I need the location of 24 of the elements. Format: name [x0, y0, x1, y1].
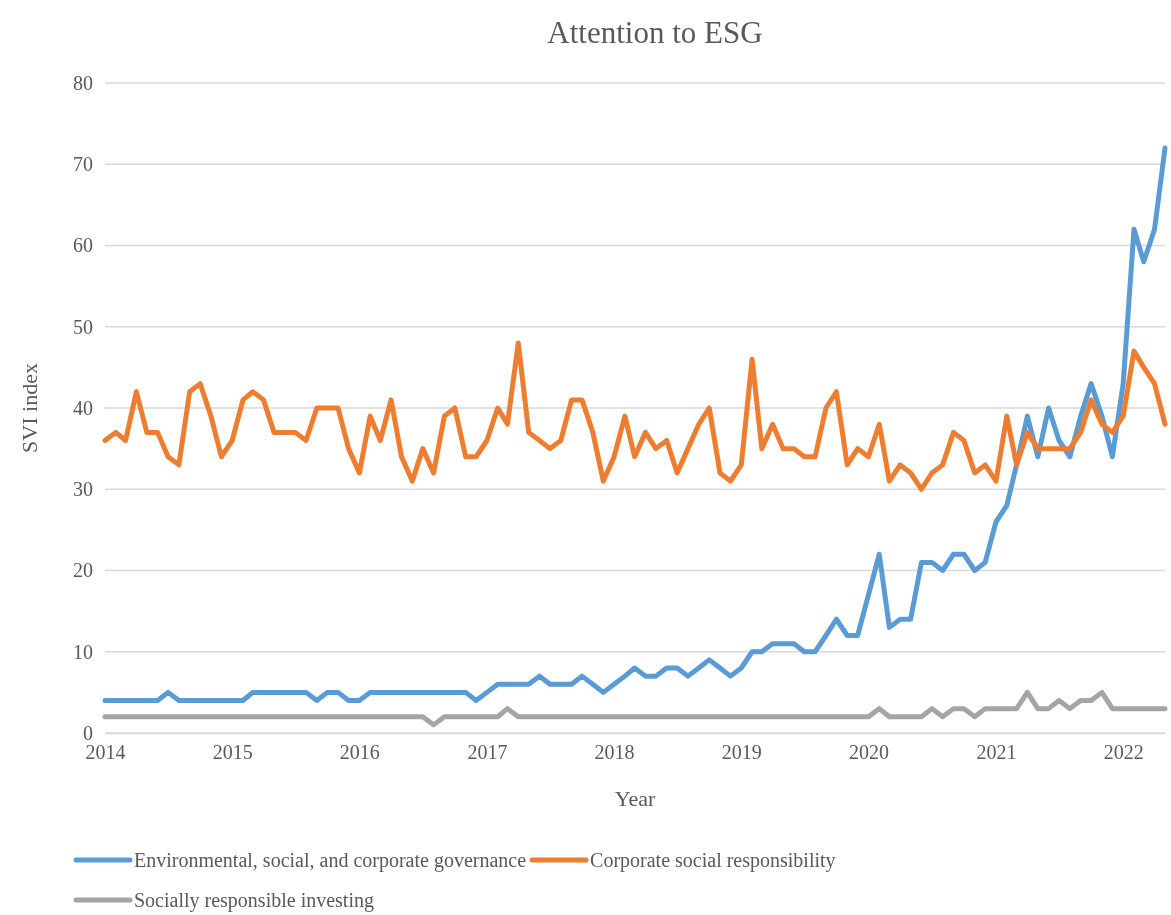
x-tick-label: 2021 [976, 741, 1017, 764]
legend-label: Socially responsible investing [134, 889, 374, 912]
y-tick-label: 20 [73, 559, 93, 582]
y-axis-title: SVI index [17, 363, 42, 453]
x-tick-label: 2022 [1103, 741, 1144, 764]
x-tick-label: 2019 [721, 741, 762, 764]
y-tick-label: 30 [73, 478, 93, 501]
x-axis-title: Year [614, 786, 656, 811]
y-tick-label: 40 [73, 396, 93, 419]
legend-label: Environmental, social, and corporate governance [134, 849, 527, 872]
x-tick-label: 2016 [339, 741, 380, 764]
chart-title: Attention to ESG [547, 15, 763, 50]
x-tick-label: 2014 [85, 741, 126, 764]
x-tick-label: 2017 [467, 741, 508, 764]
x-tick-label: 2015 [212, 741, 253, 764]
x-tick-label: 2020 [848, 741, 889, 764]
y-tick-label: 60 [73, 234, 93, 257]
y-tick-label: 0 [83, 721, 93, 744]
x-tick-label: 2018 [594, 741, 635, 764]
y-tick-label: 50 [73, 315, 93, 338]
y-tick-label: 80 [73, 71, 93, 94]
y-tick-label: 10 [73, 640, 93, 663]
legend-label: Corporate social responsibility [590, 849, 836, 872]
y-tick-label: 70 [73, 153, 93, 176]
